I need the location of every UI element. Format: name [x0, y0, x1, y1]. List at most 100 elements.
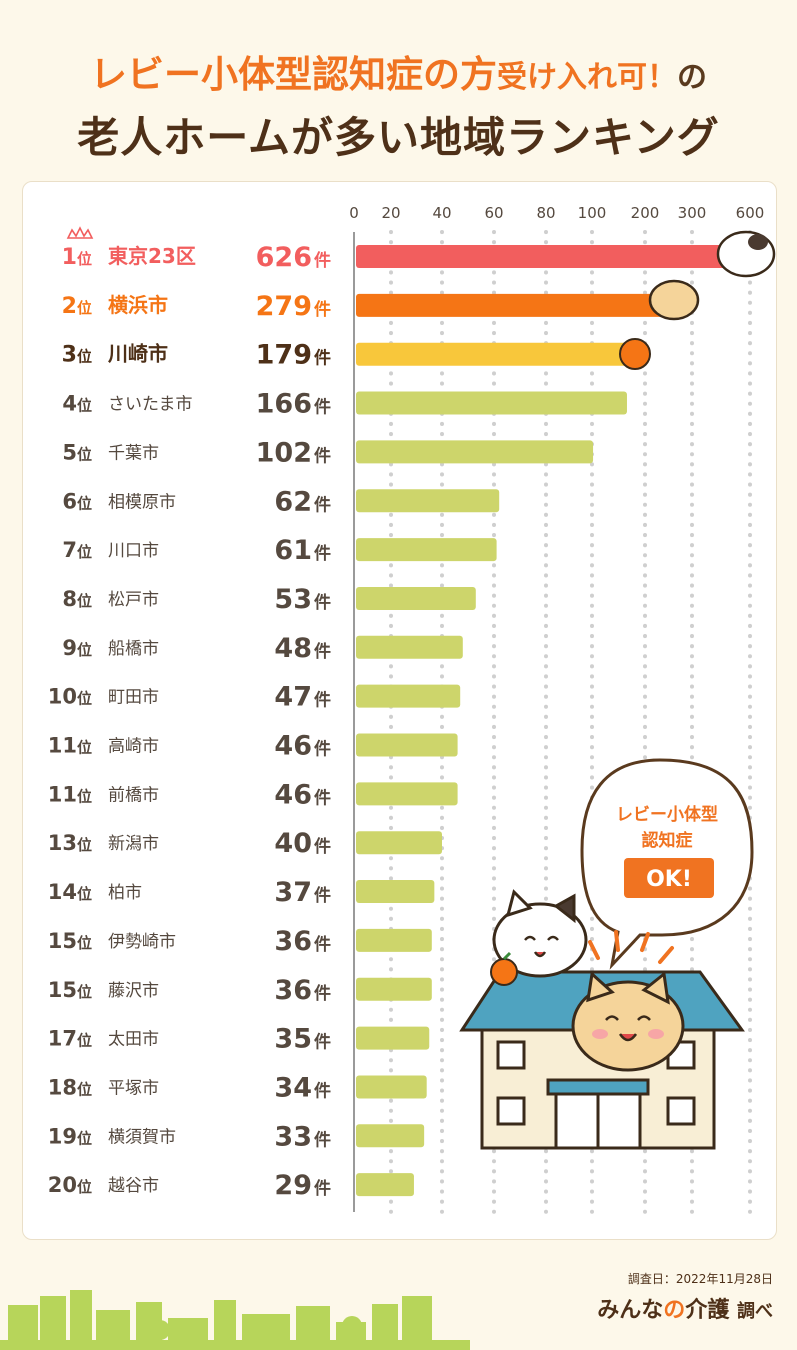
rank-suffix: 位: [77, 739, 92, 757]
bar: [356, 635, 463, 659]
rank-suffix: 位: [77, 885, 92, 903]
value-label: 46: [274, 731, 312, 762]
value-label: 166: [256, 389, 312, 420]
rank-number: 11: [48, 734, 77, 758]
rank-number: 9: [62, 636, 77, 660]
rank-label: 8位: [62, 587, 92, 611]
value-unit: 件: [314, 250, 331, 271]
rank-suffix: 位: [77, 592, 92, 610]
rank-suffix: 位: [77, 836, 92, 854]
category-label: さいたま市: [108, 395, 193, 415]
value-label: 102: [256, 437, 312, 468]
rank-number: 4: [62, 392, 77, 416]
rank-suffix: 位: [77, 445, 92, 463]
rank-label: 15位: [48, 978, 92, 1002]
brand-logo: みんなの介護 調べ: [597, 1292, 773, 1324]
category-label: 前橋市: [108, 785, 159, 805]
value-unit: 件: [314, 1080, 331, 1101]
survey-date: 調査日：2022年11月28日: [627, 1272, 773, 1286]
bubble-line-2: 認知症: [642, 830, 693, 851]
value-label: 179: [256, 340, 312, 371]
value-label: 33: [274, 1121, 312, 1152]
city-skyline-icon: [0, 1290, 470, 1350]
bar-row: 6位 相模原市 62 件: [62, 486, 500, 517]
value-label: 61: [274, 535, 312, 566]
brand-part-2: の: [663, 1298, 686, 1323]
rank-label: 5位: [62, 440, 92, 464]
crown-icon: [66, 226, 94, 239]
rank-number: 1: [62, 245, 77, 270]
value-unit: 件: [314, 543, 331, 564]
rank-suffix: 位: [77, 641, 92, 659]
bar: [356, 391, 627, 415]
category-label: 横須賀市: [108, 1127, 176, 1147]
rank-number: 11: [48, 782, 77, 806]
brand-part-3: 介護: [685, 1298, 730, 1323]
bar: [356, 342, 634, 366]
bar-row: 5位 千葉市 102 件: [62, 437, 594, 468]
x-tick-label: 300: [678, 204, 707, 222]
x-tick-label: 600: [736, 204, 765, 222]
value-unit: 件: [314, 494, 331, 515]
rank-suffix: 位: [77, 494, 92, 512]
rank-number: 15: [48, 978, 77, 1002]
bar: [356, 586, 476, 610]
value-unit: 件: [314, 836, 331, 857]
bar-row: 1位 東京23区 626 件: [62, 242, 742, 273]
rank-label: 20位: [48, 1173, 92, 1197]
category-label: 柏市: [108, 883, 142, 903]
x-tick-label: 80: [536, 204, 555, 222]
bar: [356, 1075, 427, 1099]
bar-row: 13位 新潟市 40 件: [48, 828, 442, 859]
category-label: 平塚市: [108, 1078, 159, 1098]
x-tick-label: 20: [381, 204, 400, 222]
title-line-2: 老人ホームが多い地域ランキング: [77, 113, 720, 162]
rank-number: 7: [62, 538, 77, 562]
bar: [356, 538, 497, 562]
bar: [356, 880, 435, 904]
bar-row: 9位 船橋市 48 件: [62, 633, 463, 664]
category-label: 船橋市: [108, 639, 159, 659]
rank-label: 9位: [62, 636, 92, 660]
category-label: 高崎市: [108, 737, 159, 757]
cat-calico-icon: [492, 889, 588, 978]
rank-suffix: 位: [77, 250, 92, 268]
category-label: 越谷市: [108, 1176, 159, 1196]
rank-number: 20: [48, 1173, 77, 1197]
bar: [356, 1124, 425, 1148]
title-part-1: レビー小体型認知症の方: [90, 53, 497, 96]
category-label: 東京23区: [108, 244, 196, 268]
value-label: 29: [274, 1170, 312, 1201]
rank-label: 6位: [62, 489, 92, 513]
bar-rows: 1位 東京23区 626 件2位 横浜市 279 件3位 川崎市 179 件4位 さいたま市 166 件…: [48, 226, 776, 1201]
bar-row: 2位 横浜市 279 件: [62, 291, 683, 322]
value-unit: 件: [314, 1032, 331, 1053]
bar-row: 17位 太田市 35 件: [48, 1024, 430, 1055]
bar: [356, 733, 458, 757]
bar: [356, 440, 594, 464]
bar-row: 11位 前橋市 46 件: [48, 779, 458, 810]
value-unit: 件: [314, 1178, 331, 1199]
value-label: 53: [274, 584, 312, 615]
bar: [356, 977, 432, 1001]
bar-row: 11位 高崎市 46 件: [48, 731, 458, 762]
bar-row: 20位 越谷市 29 件: [48, 1170, 414, 1201]
x-tick-label: 60: [484, 204, 503, 222]
rank-number: 15: [48, 929, 77, 953]
ok-badge: [624, 858, 714, 898]
value-unit: 件: [314, 299, 331, 320]
value-unit: 件: [314, 641, 331, 662]
category-label: 相模原市: [108, 492, 176, 512]
category-label: 藤沢市: [108, 981, 159, 1001]
bar: [356, 684, 461, 708]
rank-suffix: 位: [77, 1178, 92, 1196]
rank-suffix: 位: [77, 397, 92, 415]
rank-label: 4位: [62, 392, 92, 416]
rank-number: 14: [48, 880, 77, 904]
value-unit: 件: [314, 348, 331, 369]
bar: [356, 1173, 414, 1197]
rank-number: 17: [48, 1027, 77, 1051]
rank-label: 3位: [62, 343, 92, 368]
rank-label: 10位: [48, 685, 92, 709]
value-unit: 件: [314, 787, 331, 808]
